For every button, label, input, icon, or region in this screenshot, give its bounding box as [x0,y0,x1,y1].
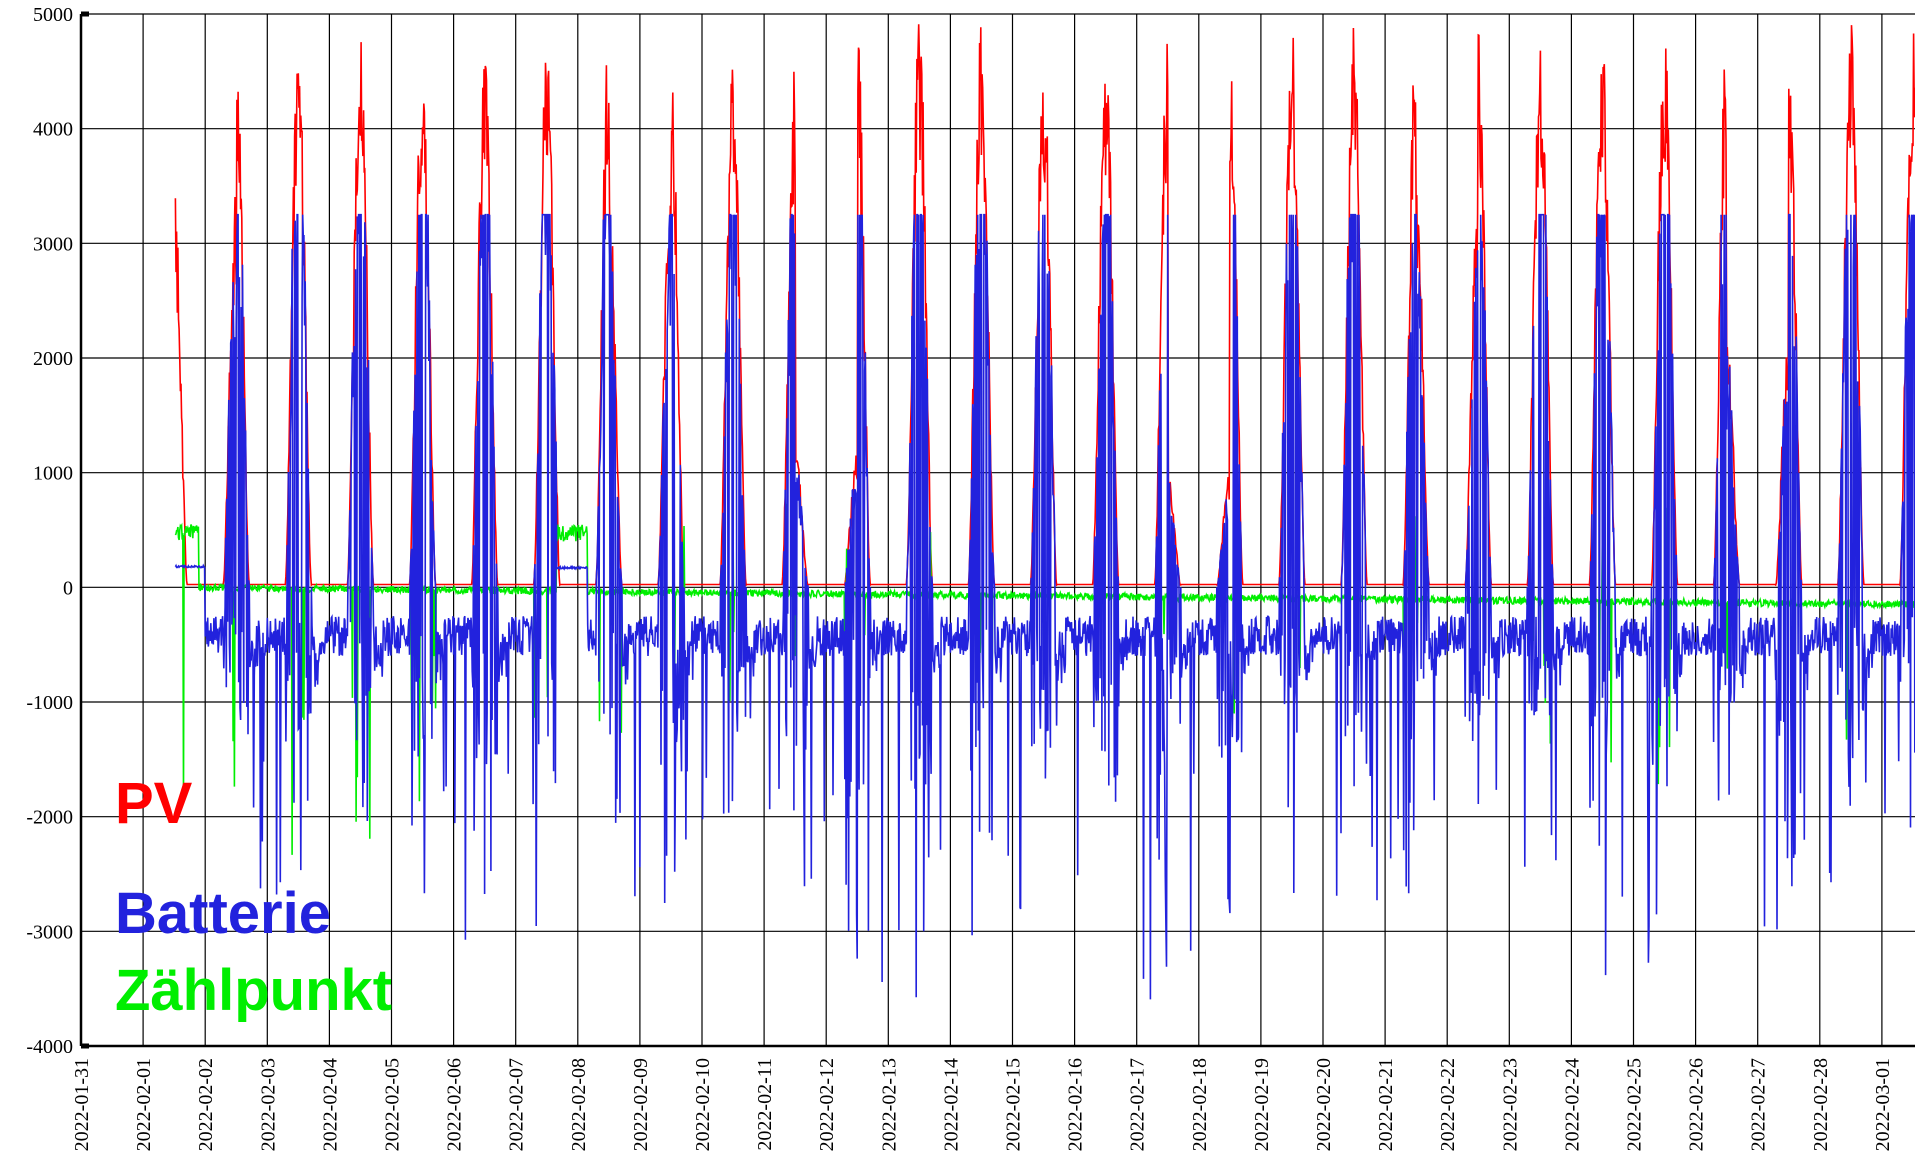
tick-labels: 5000 4000 3000 2000 1000 0 -1000 -2000 -3000 -400… [26,4,1894,1151]
x-tick-label: 2022-02-02 [195,1058,217,1151]
x-tick-label: 2022-02-23 [1499,1058,1521,1151]
y-tick-label: -1000 [26,692,73,714]
y-tick-label: -2000 [26,807,73,829]
x-tick-label: 2022-02-24 [1561,1058,1583,1151]
x-tick-label: 2022-02-25 [1624,1058,1646,1151]
series-layer [174,24,1915,1000]
x-tick-label: 2022-02-07 [506,1058,528,1151]
legend-batterie: Batterie [115,881,331,946]
y-tick-label: 4000 [33,119,73,141]
x-tick-label: 2022-02-17 [1127,1058,1149,1151]
x-tick-label: 2022-02-14 [940,1058,962,1151]
x-tick-label: 2022-02-10 [692,1058,714,1151]
x-tick-label: 2022-02-05 [382,1058,404,1151]
axes [79,11,1915,1049]
x-tick-label: 2022-02-28 [1810,1058,1832,1151]
x-tick-label: 2022-02-13 [878,1058,900,1151]
x-tick-label: 2022-02-22 [1437,1058,1459,1151]
series-pv-line [174,24,1915,587]
y-tick-label: 2000 [33,348,73,370]
x-tick-label: 2022-02-09 [630,1058,652,1151]
y-tick-label: 3000 [33,233,73,255]
x-tick-label: 2022-02-06 [444,1058,466,1151]
series-batterie-line [174,213,1915,1000]
y-tick-label: 5000 [33,4,73,26]
x-tick-label: 2022-02-19 [1251,1058,1273,1151]
y-tick-label: -3000 [26,921,73,943]
x-tick-label: 2022-02-04 [319,1058,341,1151]
x-tick-label: 2022-01-31 [71,1058,93,1151]
y-tick-label: -4000 [26,1036,73,1058]
x-tick-label: 2022-02-26 [1686,1058,1708,1151]
x-tick-label: 2022-02-08 [568,1058,590,1151]
x-tick-label: 2022-02-21 [1375,1058,1397,1151]
legend-pv: PV [115,771,193,836]
x-tick-label: 2022-02-12 [816,1058,838,1151]
x-tick-label: 2022-02-18 [1189,1058,1211,1151]
y-tick-label: 0 [63,577,73,599]
y-tick-label: 1000 [33,463,73,485]
x-tick-label: 2022-02-01 [133,1058,155,1151]
x-tick-label: 2022-02-15 [1003,1058,1025,1151]
x-tick-label: 2022-02-03 [257,1058,279,1151]
x-tick-label: 2022-02-20 [1313,1058,1335,1151]
legend-zaehlpunkt: Zählpunkt [115,958,393,1023]
x-tick-label: 2022-03-01 [1872,1058,1894,1151]
x-tick-label: 2022-02-11 [754,1058,776,1151]
x-tick-label: 2022-02-16 [1065,1058,1087,1151]
x-tick-label: 2022-02-27 [1748,1058,1770,1151]
